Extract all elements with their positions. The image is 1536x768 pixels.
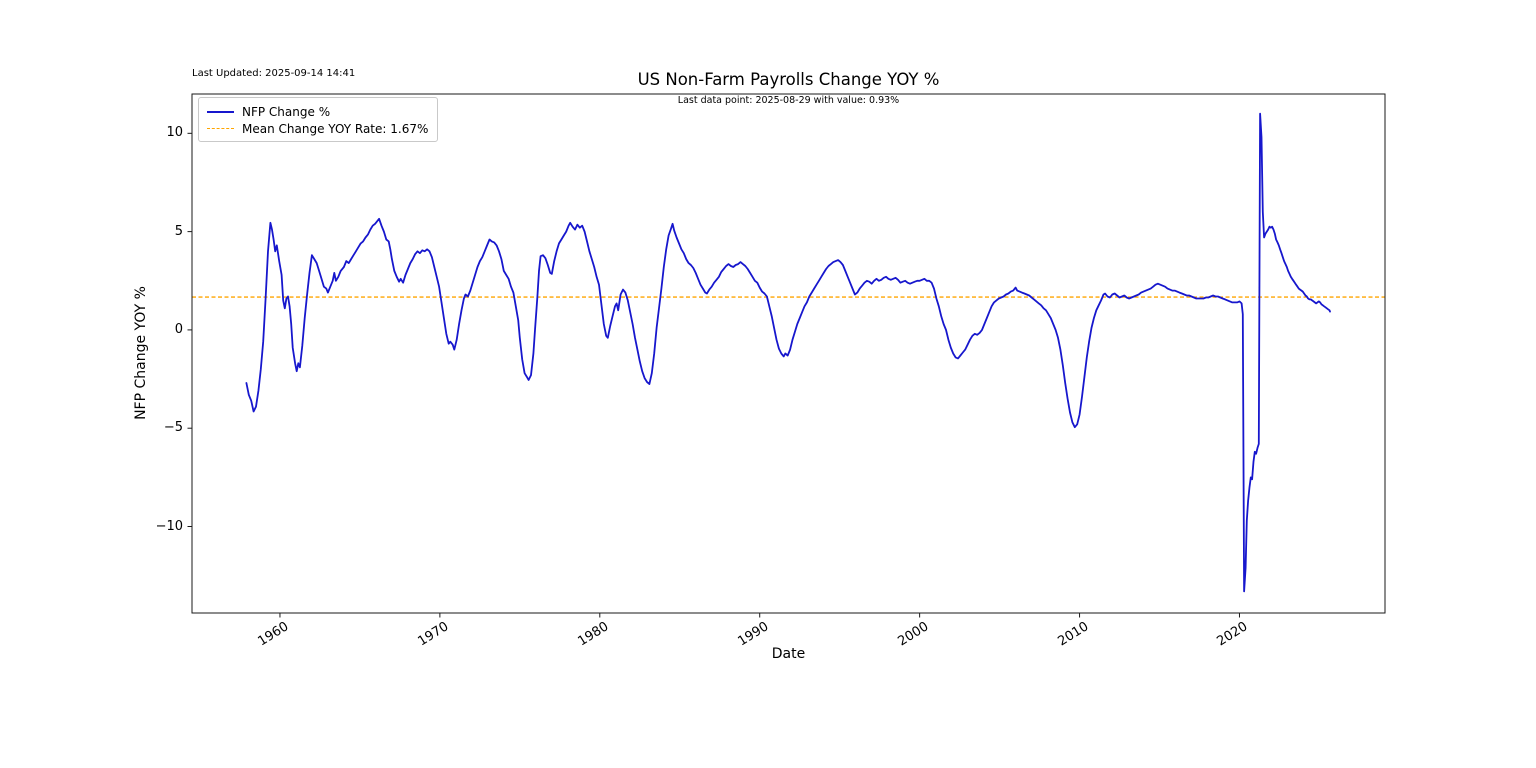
y-tick-label: −5 [163, 420, 183, 436]
x-axis-label: Date [771, 646, 806, 662]
page-title: US Non-Farm Payrolls Change YOY % [637, 70, 940, 89]
nfp-change-line [245, 112, 1331, 593]
y-tick-label: 10 [166, 125, 183, 141]
plot-border [191, 93, 1386, 614]
last-data-point-annotation: Last data point: 2025-08-29 with value: … [677, 95, 900, 106]
y-tick-label: −10 [155, 518, 183, 534]
y-tick-label: 0 [174, 321, 183, 337]
legend-entry-nfp: NFP Change % [207, 103, 428, 120]
y-tick-label: 5 [174, 223, 183, 239]
legend-label-nfp: NFP Change % [242, 104, 331, 119]
legend-label-mean: Mean Change YOY Rate: 1.67% [242, 121, 429, 136]
last-updated-text: Last Updated: 2025-09-14 14:41 [192, 68, 356, 79]
legend-dashed-swatch-icon [207, 128, 234, 129]
y-axis-label: NFP Change YOY % [133, 286, 149, 420]
legend-entry-mean: Mean Change YOY Rate: 1.67% [207, 120, 428, 137]
legend: NFP Change % Mean Change YOY Rate: 1.67% [198, 97, 439, 142]
legend-line-swatch-icon [207, 110, 234, 113]
